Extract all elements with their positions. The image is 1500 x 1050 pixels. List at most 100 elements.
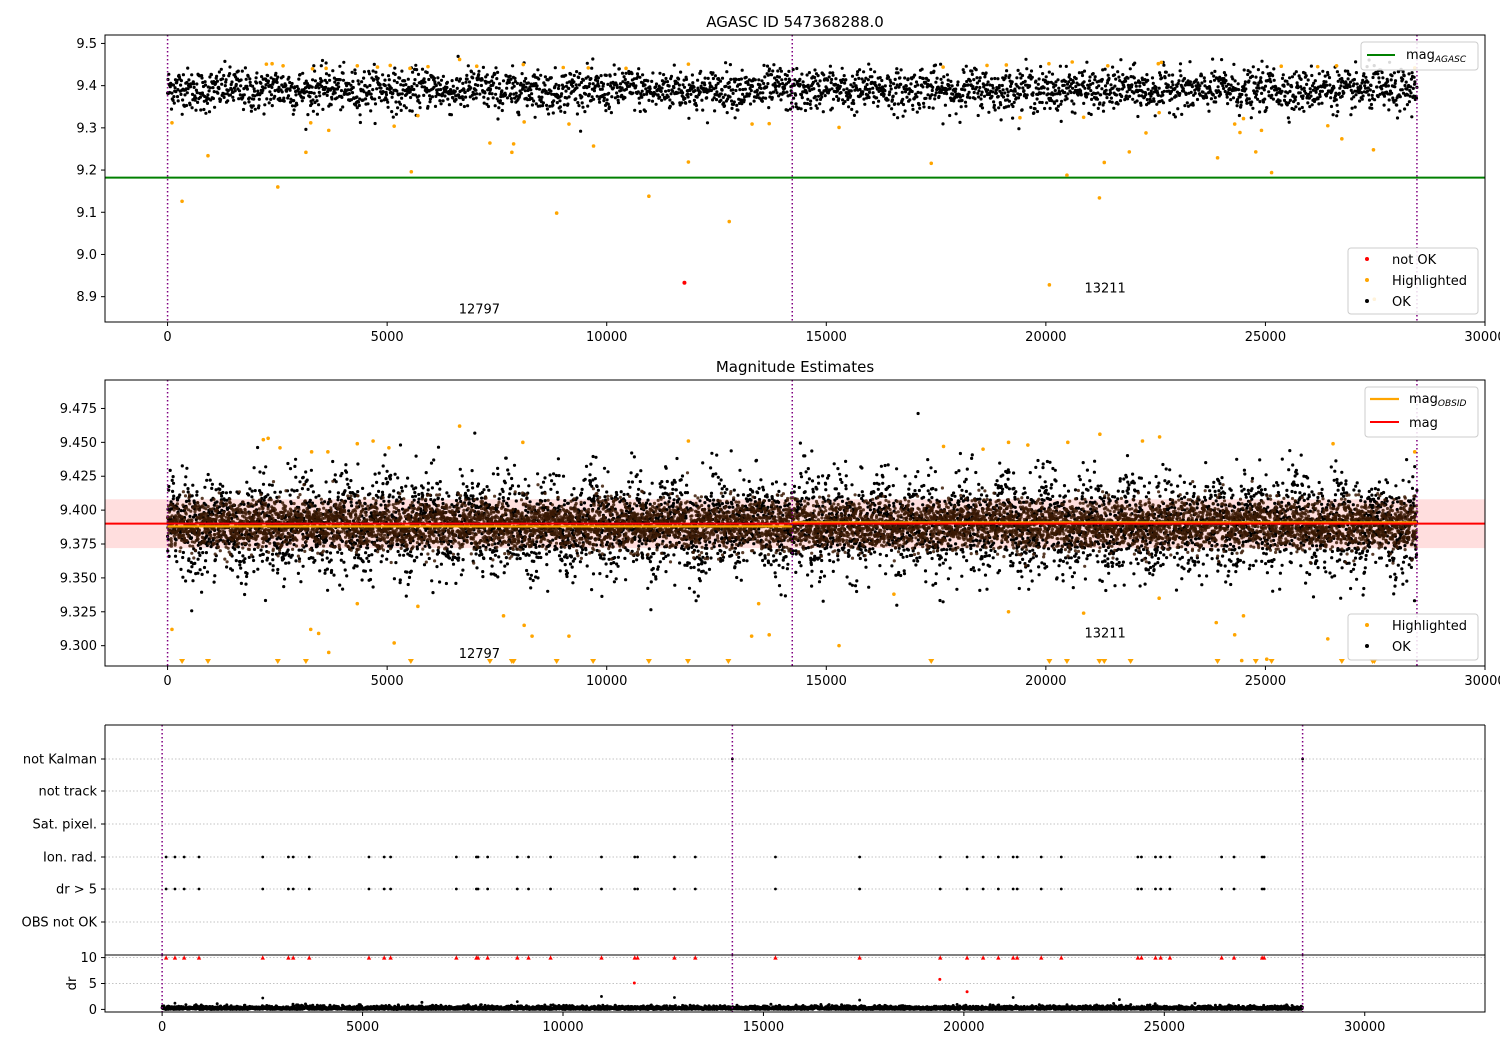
- ok-point: [721, 95, 725, 99]
- ok-point: [643, 109, 648, 113]
- ok-point: [939, 62, 943, 66]
- ok-point: [1188, 80, 1192, 84]
- ok-point: [1254, 95, 1258, 99]
- ok-point: [1105, 92, 1109, 96]
- ok-point: [536, 68, 540, 72]
- ok-point: [230, 568, 234, 572]
- ok-point: [869, 67, 873, 71]
- ok-point: [773, 81, 777, 85]
- ok-point: [1050, 72, 1055, 76]
- ok-point: [910, 89, 914, 94]
- ok-point: [440, 497, 445, 501]
- ok-point: [1072, 102, 1076, 106]
- ok-point: [260, 559, 264, 563]
- ok-point: [488, 91, 492, 96]
- ok-point: [200, 572, 204, 577]
- ok-point: [1123, 98, 1127, 102]
- ok-point: [847, 105, 851, 109]
- ok-point: [943, 103, 948, 107]
- ok-point: [686, 95, 690, 99]
- ok-point: [253, 489, 257, 493]
- ok-point: [1379, 84, 1383, 88]
- ok-point: [529, 586, 533, 590]
- highlighted-point: [324, 66, 328, 71]
- ok-point: [829, 81, 833, 85]
- ok-point: [228, 65, 232, 69]
- ok-point: [1343, 69, 1347, 73]
- ok-point: [846, 97, 850, 102]
- ok-point: [451, 96, 455, 100]
- ok-point: [650, 99, 655, 103]
- ok-point: [1376, 72, 1380, 76]
- ok-point: [257, 104, 261, 108]
- ok-point: [1340, 94, 1344, 98]
- ok-point: [828, 71, 832, 75]
- ok-point: [1039, 64, 1043, 69]
- ok-point: [239, 78, 243, 82]
- ok-point: [296, 87, 300, 91]
- ok-point: [741, 92, 745, 96]
- ok-point: [983, 75, 987, 79]
- ok-point: [703, 76, 707, 80]
- ok-point: [766, 82, 770, 86]
- ok-point: [713, 74, 718, 78]
- ok-point: [475, 92, 479, 96]
- ok-point: [794, 93, 798, 97]
- ok-point: [226, 88, 230, 92]
- ok-point: [1367, 98, 1372, 102]
- ok-point: [1395, 103, 1399, 107]
- ok-point: [616, 101, 621, 105]
- ok-point: [516, 553, 520, 557]
- ok-point: [654, 82, 659, 86]
- ok-point: [221, 484, 225, 488]
- ok-point: [1100, 87, 1104, 91]
- ok-point: [238, 563, 242, 567]
- ok-point: [419, 552, 423, 556]
- ok-point: [372, 78, 376, 82]
- ok-point: [535, 84, 539, 88]
- ok-point: [1091, 72, 1095, 76]
- ok-point: [1022, 89, 1026, 93]
- ok-point: [225, 565, 229, 569]
- ok-point: [481, 65, 485, 69]
- ok-point: [203, 83, 208, 87]
- ok-point: [1407, 100, 1411, 104]
- ok-point: [616, 94, 620, 99]
- ok-point: [185, 91, 189, 95]
- ok-point: [781, 82, 785, 86]
- ok-point: [1101, 68, 1105, 72]
- ok-point: [467, 497, 471, 501]
- ok-point: [320, 553, 324, 557]
- ok-point: [756, 93, 760, 97]
- ok-point: [1102, 101, 1106, 105]
- ok-point: [1055, 99, 1059, 103]
- ok-point: [492, 81, 496, 85]
- ok-point: [179, 79, 183, 83]
- ok-point: [288, 100, 293, 104]
- ok-point: [1103, 67, 1107, 71]
- highlighted-point: [1340, 137, 1344, 141]
- ok-point: [216, 91, 220, 95]
- ok-point: [852, 81, 856, 85]
- ok-point: [748, 92, 752, 96]
- ok-point: [536, 472, 540, 476]
- ok-point: [218, 487, 222, 491]
- ok-point: [1398, 95, 1402, 99]
- ok-point: [301, 475, 305, 479]
- highlighted-point: [276, 185, 280, 189]
- ok-point: [524, 76, 528, 81]
- ok-point: [282, 99, 286, 103]
- ok-point: [504, 556, 508, 560]
- ok-point: [287, 561, 291, 565]
- ok-point: [1010, 80, 1014, 84]
- highlighted-point: [409, 169, 414, 174]
- ok-point: [1408, 94, 1412, 98]
- ok-point: [267, 101, 271, 105]
- ok-point: [893, 77, 897, 81]
- ok-point: [765, 64, 770, 68]
- ok-point: [415, 555, 419, 559]
- ok-point: [979, 93, 983, 97]
- ok-point: [512, 84, 516, 88]
- ok-point: [299, 580, 303, 584]
- ok-point: [930, 88, 934, 93]
